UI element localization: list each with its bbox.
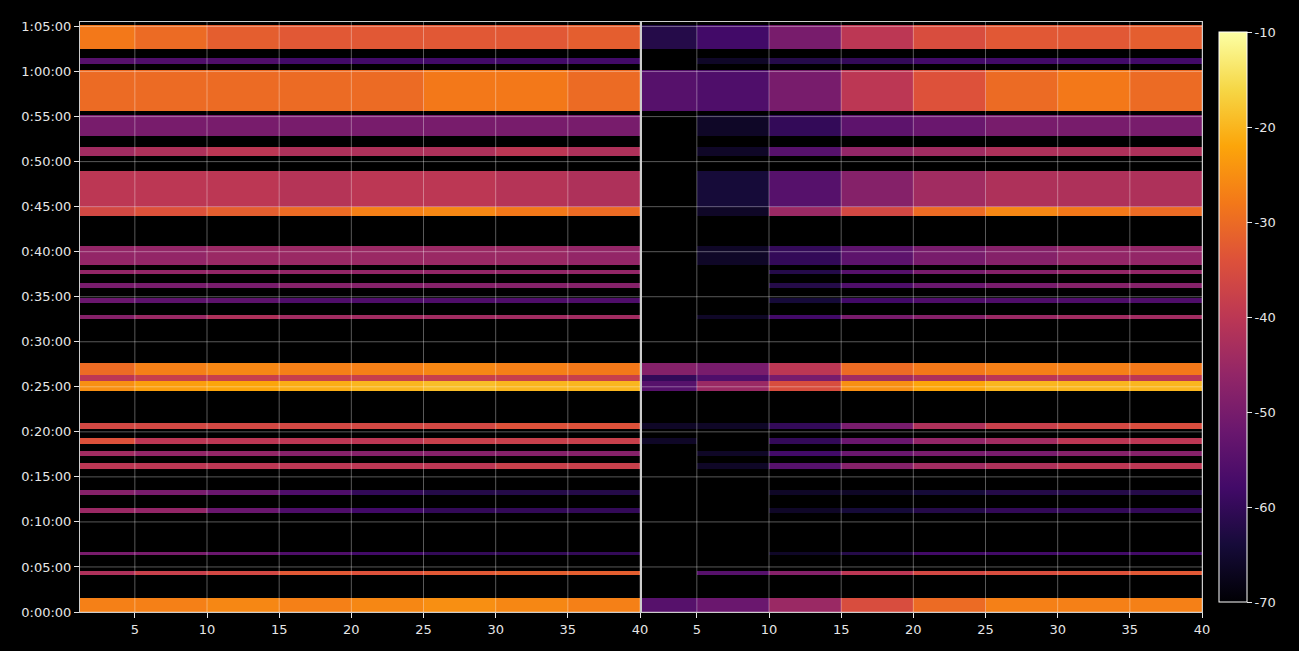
svg-text:0:50:00: 0:50:00 [21,154,71,169]
svg-text:1:05:00: 1:05:00 [21,19,71,34]
svg-text:0:35:00: 0:35:00 [21,289,71,304]
svg-text:0:45:00: 0:45:00 [21,199,71,214]
svg-text:15: 15 [833,622,850,637]
svg-text:40: 40 [632,622,649,637]
svg-text:40: 40 [1194,622,1211,637]
svg-text:5: 5 [131,622,139,637]
svg-text:-30: -30 [1255,215,1276,230]
svg-text:15: 15 [271,622,288,637]
svg-text:0:40:00: 0:40:00 [21,244,71,259]
svg-text:0:20:00: 0:20:00 [21,424,71,439]
svg-text:0:25:00: 0:25:00 [21,379,71,394]
svg-text:0:05:00: 0:05:00 [21,560,71,575]
svg-text:0:30:00: 0:30:00 [21,334,71,349]
svg-text:-40: -40 [1255,310,1276,325]
svg-text:35: 35 [560,622,577,637]
svg-text:0:00:00: 0:00:00 [21,605,71,620]
svg-text:1:00:00: 1:00:00 [21,64,71,79]
svg-text:-60: -60 [1255,500,1276,515]
svg-text:0:15:00: 0:15:00 [21,469,71,484]
svg-text:5: 5 [693,622,701,637]
svg-text:-20: -20 [1255,120,1276,135]
svg-text:20: 20 [905,622,922,637]
svg-text:30: 30 [1049,622,1066,637]
svg-text:-70: -70 [1255,595,1276,610]
svg-text:30: 30 [487,622,504,637]
svg-text:25: 25 [977,622,994,637]
svg-text:-10: -10 [1255,25,1276,40]
svg-text:0:10:00: 0:10:00 [21,514,71,529]
svg-text:-50: -50 [1255,405,1276,420]
svg-text:10: 10 [761,622,778,637]
svg-text:35: 35 [1122,622,1139,637]
svg-text:20: 20 [343,622,360,637]
svg-text:25: 25 [415,622,432,637]
svg-text:0:55:00: 0:55:00 [21,109,71,124]
svg-text:10: 10 [199,622,216,637]
